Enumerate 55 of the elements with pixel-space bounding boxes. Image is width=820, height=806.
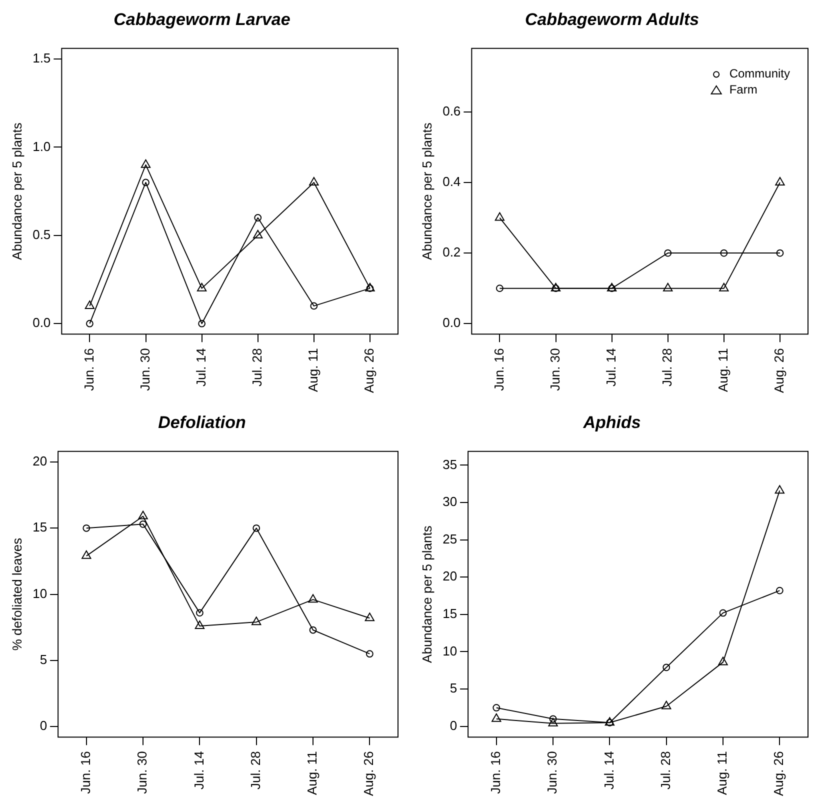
legend-label: Farm [729,82,758,97]
x-tick-label: Jun. 30 [547,348,562,391]
y-axis-title: % defoliated leaves [9,537,24,651]
legend-label: Community [729,66,790,81]
x-tick-label: Jul. 28 [249,348,264,386]
y-tick-label: 1.0 [32,138,51,154]
x-tick-label: Jun. 16 [491,348,506,391]
x-tick-label: Aug. 26 [361,751,376,796]
x-tick-label: Jul. 14 [193,348,208,386]
y-tick-label: 0.5 [32,226,51,242]
y-tick-label: 35 [442,456,458,472]
x-tick-label: Aug. 11 [715,348,730,392]
x-tick-label: Aug. 26 [771,751,786,796]
chart-title: Cabbageworm Larvae [114,10,290,29]
y-tick-label: 1.5 [32,50,51,66]
x-tick-label: Jul. 14 [601,751,616,790]
x-tick-label: Jun. 16 [488,751,503,794]
y-tick-label: 5 [40,652,48,668]
x-tick-label: Aug. 26 [772,348,787,394]
y-tick-label: 25 [442,531,458,546]
y-tick-label: 30 [442,494,458,510]
y-tick-label: 0 [40,718,48,734]
y-axis-title: Abundance per 5 plants [419,525,434,663]
y-tick-label: 0.0 [32,315,51,330]
x-tick-label: Aug. 11 [304,751,320,796]
y-tick-label: 15 [32,520,48,535]
y-tick-label: 0 [450,718,458,733]
y-tick-label: 0.2 [442,244,461,260]
chart-title: Defoliation [158,412,246,432]
x-tick-label: Jul. 28 [248,751,263,790]
chart-title: Cabbageworm Adults [524,10,700,29]
x-tick-label: Aug. 11 [305,348,320,392]
x-tick-label: Jul. 28 [659,348,674,386]
x-tick-label: Jun. 30 [137,348,152,391]
x-tick-label: Jun. 30 [544,751,560,794]
y-tick-label: 15 [442,606,458,622]
x-tick-label: Jul. 14 [191,751,206,790]
x-tick-label: Jun. 30 [134,751,150,794]
y-tick-label: 0.0 [442,315,461,330]
y-tick-label: 0.4 [442,174,461,190]
x-tick-label: Jul. 28 [658,751,673,790]
chart-title: Aphids [582,412,641,432]
y-tick-label: 20 [442,568,458,584]
x-tick-label: Jun. 16 [81,348,96,391]
y-tick-label: 5 [450,680,458,696]
y-tick-label: 10 [32,586,48,601]
y-tick-label: 10 [442,643,458,658]
y-axis-title: Abundance per 5 plants [9,122,24,260]
y-tick-label: 0.6 [442,103,461,118]
x-tick-label: Aug. 11 [714,751,730,796]
x-tick-label: Aug. 26 [362,348,377,394]
x-tick-label: Jun. 16 [78,751,93,794]
x-tick-label: Jul. 14 [603,348,618,386]
y-axis-title: Abundance per 5 plants [419,122,434,260]
y-tick-label: 20 [32,454,48,469]
